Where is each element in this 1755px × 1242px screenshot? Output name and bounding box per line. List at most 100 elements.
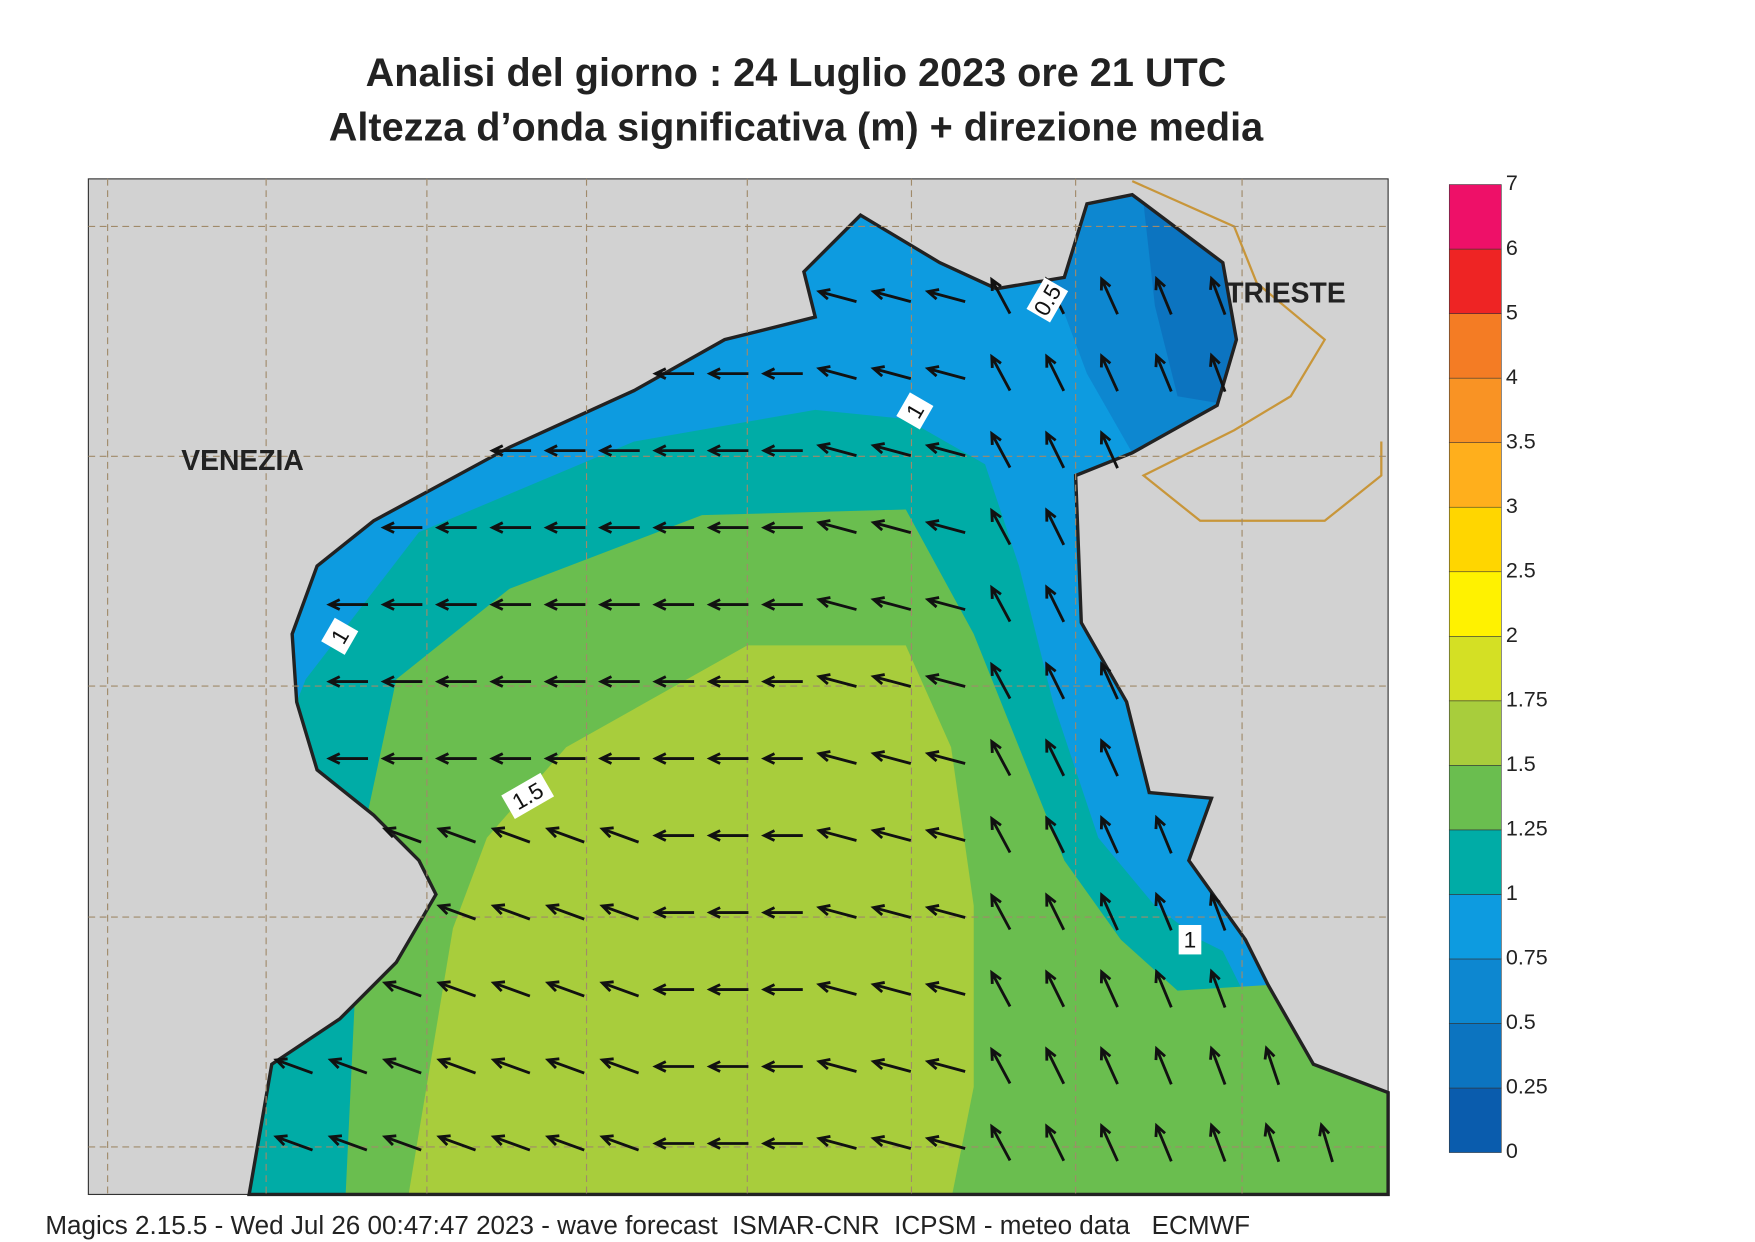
wave-direction-arrow: [489, 675, 532, 688]
wave-direction-arrow: [1209, 275, 1227, 316]
wave-direction-arrow: [761, 598, 803, 611]
wave-direction-arrow: [924, 673, 966, 688]
wave-direction-arrow: [1045, 892, 1066, 931]
wave-direction-arrow: [652, 521, 695, 534]
wave-direction-arrow: [816, 827, 857, 842]
wave-direction-arrow: [990, 430, 1012, 469]
wave-direction-arrow: [380, 521, 423, 534]
wave-direction-arrow: [870, 827, 912, 842]
wave-direction-arrow: [761, 1060, 803, 1073]
wave-direction-arrow: [652, 1060, 695, 1073]
wave-direction-arrow: [870, 750, 912, 765]
wave-direction-arrow: [436, 826, 477, 844]
wave-direction-arrow: [489, 521, 532, 534]
wave-direction-arrow: [706, 983, 749, 996]
wave-direction-arrow: [490, 1057, 531, 1075]
footer: Magics 2.15.5 - Wed Jul 26 00:47:47 2023…: [45, 1210, 1250, 1240]
wave-direction-arrow: [1263, 1122, 1281, 1163]
wave-direction-arrow: [381, 1134, 422, 1152]
wave-direction-arrow: [1154, 275, 1173, 315]
wave-direction-arrow: [545, 1057, 585, 1075]
colorbar-tick-label: 1: [1506, 881, 1518, 905]
wave-direction-arrow: [326, 598, 369, 611]
wave-direction-arrow: [816, 519, 857, 534]
wave-direction-arrow: [381, 826, 422, 844]
wave-direction-arrow: [1045, 969, 1066, 1008]
wave-direction-arrow: [924, 750, 966, 765]
wave-direction-arrow: [816, 365, 857, 380]
wave-direction-arrow: [990, 1123, 1012, 1162]
wave-direction-arrow: [706, 521, 749, 534]
wave-direction-arrow: [489, 598, 532, 611]
wave-direction-arrow: [327, 1134, 368, 1152]
wave-direction-arrow: [816, 673, 857, 688]
wave-direction-arrow: [1045, 584, 1066, 623]
wave-direction-arrow: [434, 598, 477, 611]
wave-direction-arrow: [870, 1058, 912, 1073]
colorbar: 0 0.25 0.5 0.75 1 1.25 1.5 1.75 2 2.5 3 3.5 4 5 6 7: [1448, 171, 1548, 1163]
wave-direction-arrow: [545, 1134, 585, 1152]
wave-direction-arrow: [761, 983, 803, 996]
wave-direction-arrow: [490, 903, 531, 921]
city-label: VENEZIA: [181, 444, 304, 476]
wave-direction-arrow: [761, 367, 803, 380]
wave-direction-arrow: [924, 981, 966, 996]
wave-direction-arrow: [1154, 814, 1173, 854]
wave-direction-arrow: [706, 752, 749, 765]
wave-direction-arrow: [543, 752, 586, 765]
wave-direction-arrow: [924, 1058, 966, 1073]
wave-direction-arrow: [761, 444, 803, 457]
color-box: [1448, 313, 1502, 379]
wave-direction-arrow: [597, 675, 640, 688]
wave-direction-arrow: [761, 906, 803, 919]
wave-direction-arrow: [706, 1060, 749, 1073]
colorbar-tick-label: 1.75: [1506, 688, 1548, 712]
wave-direction-arrow: [490, 980, 531, 998]
wave-direction-arrow: [327, 1057, 368, 1075]
wave-direction-arrow: [545, 826, 585, 844]
wave-direction-arrow: [761, 829, 803, 842]
wave-direction-arrow: [924, 442, 966, 457]
color-box: [1448, 636, 1502, 702]
color-box: [1448, 506, 1502, 573]
wave-direction-arrow: [273, 1057, 313, 1075]
color-box: [1448, 377, 1502, 443]
colorbar-tick-label: 0.75: [1506, 946, 1548, 970]
contour-label: 1: [1184, 928, 1197, 953]
wave-direction-arrow: [652, 675, 695, 688]
wave-direction-arrow: [652, 444, 695, 457]
colorbar-tick-label: 6: [1506, 236, 1518, 260]
wave-direction-arrow: [1045, 430, 1066, 469]
wave-direction-arrow: [273, 1134, 313, 1152]
wave-direction-arrow: [990, 1046, 1012, 1085]
color-box: [1448, 184, 1502, 250]
wave-direction-arrow: [543, 521, 586, 534]
border: [1131, 180, 1383, 522]
colorbar-tick-label: 5: [1506, 300, 1518, 324]
wave-direction-arrow: [816, 1058, 857, 1073]
wave-direction-arrow: [1045, 738, 1066, 777]
wave-direction-arrow: [1154, 968, 1173, 1008]
wave-direction-arrow: [924, 827, 966, 842]
wave-direction-arrow: [870, 596, 912, 611]
wave-direction-arrow: [1099, 892, 1119, 931]
wave-direction-arrow: [1045, 815, 1066, 854]
wave-direction-arrow: [1099, 969, 1119, 1008]
wave-direction-arrow: [870, 365, 912, 380]
wave-direction-arrow: [434, 675, 477, 688]
wave-direction-arrow: [990, 738, 1012, 777]
wave-direction-arrow: [652, 829, 695, 842]
wave-direction-arrow: [990, 507, 1012, 546]
color-box: [1448, 571, 1502, 637]
title-line: Analisi del giorno : 24 Luglio 2023 ore …: [366, 51, 1227, 95]
wave-direction-arrow: [1263, 1045, 1281, 1086]
wave-direction-arrow: [597, 521, 640, 534]
colorbar-tick-label: 3.5: [1506, 429, 1536, 453]
wave-direction-arrow: [816, 442, 857, 457]
wave-direction-arrow: [870, 673, 912, 688]
wave-direction-arrow: [706, 367, 749, 380]
wave-direction-arrow: [434, 521, 477, 534]
wave-direction-arrow: [489, 444, 532, 457]
wave-direction-arrow: [924, 904, 966, 919]
